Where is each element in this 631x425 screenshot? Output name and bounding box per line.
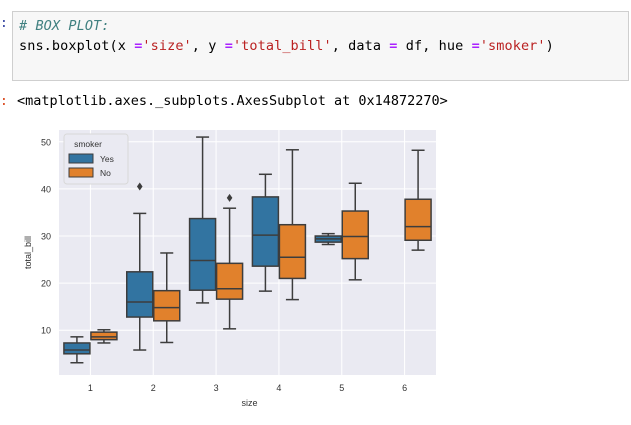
y-tick-label: 10 (41, 326, 51, 336)
code-token: 'smoker' (479, 38, 546, 54)
legend-swatch (68, 153, 94, 164)
box (341, 210, 369, 260)
box (126, 271, 154, 318)
y-tick-label: 50 (41, 137, 51, 147)
y-tick-label: 20 (41, 279, 51, 289)
legend-swatch (68, 167, 94, 178)
box (63, 342, 91, 355)
code-token: df, hue (397, 38, 472, 54)
legend-label: Yes (100, 154, 114, 164)
code-cell-input[interactable]: # BOX PLOT: sns.boxplot(x ='size', y ='t… (12, 11, 629, 81)
code-token: = (224, 38, 233, 54)
code-token: sns.boxplot(x (19, 38, 135, 54)
code-token: = (134, 38, 143, 54)
code-token: 'size' (142, 38, 192, 54)
code-token: 'total_bill' (232, 38, 332, 54)
y-axis-label: total_bill (23, 236, 33, 269)
code-token: , data (331, 38, 390, 54)
output-prompt-marker: : (0, 94, 8, 109)
x-tick-label: 1 (88, 383, 93, 393)
code-token: , y (191, 38, 225, 54)
legend-label: No (100, 168, 111, 178)
input-prompt-marker: : (0, 16, 8, 31)
code-comment: # BOX PLOT: (19, 18, 110, 34)
outlier-point (136, 182, 143, 191)
y-tick-label: 40 (41, 184, 51, 194)
code-token: = (389, 38, 398, 54)
box (90, 331, 118, 341)
box (404, 198, 432, 241)
legend-title: smoker (74, 139, 102, 149)
y-tick-label: 30 (41, 232, 51, 242)
x-axis-label: size (241, 398, 257, 408)
box (188, 217, 217, 291)
box (215, 262, 244, 300)
code-line: sns.boxplot(x ='size', y ='total_bill', … (19, 38, 554, 54)
box (153, 289, 181, 322)
code-token: ) (545, 38, 554, 54)
x-tick-label: 5 (339, 383, 344, 393)
box (251, 196, 280, 267)
code-token: = (471, 38, 480, 54)
x-tick-label: 3 (214, 383, 219, 393)
x-tick-label: 2 (151, 383, 156, 393)
box (278, 223, 307, 280)
output-text: <matplotlib.axes._subplots.AxesSubplot a… (17, 93, 448, 109)
x-tick-label: 6 (402, 383, 407, 393)
outlier-point (226, 193, 233, 202)
x-tick-label: 4 (276, 383, 281, 393)
